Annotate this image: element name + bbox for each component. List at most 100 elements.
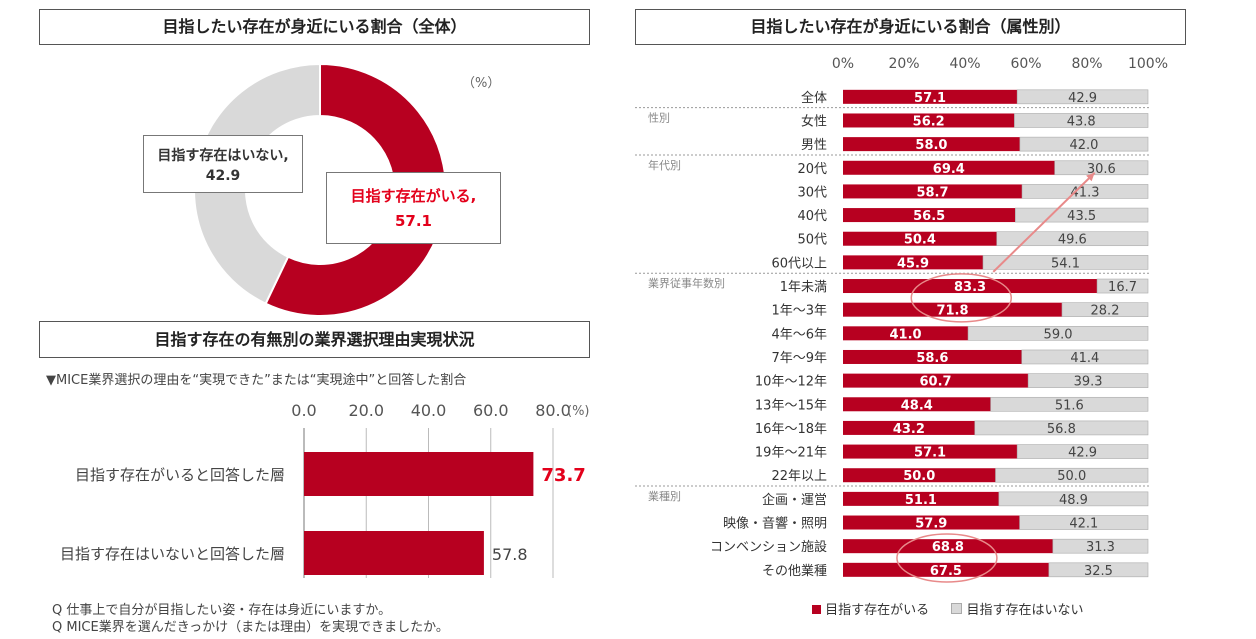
attr-value-yes: 69.4 (933, 162, 965, 177)
attr-bar-no (1021, 349, 1149, 365)
attr-category-label: 男性 (801, 138, 827, 153)
attr-category-label: 40代 (797, 209, 827, 224)
attr-value-yes: 48.4 (901, 398, 933, 413)
attr-value-yes: 41.0 (889, 327, 921, 342)
attr-bar-yes (843, 420, 975, 435)
attr-value-yes: 67.5 (930, 564, 962, 579)
attr-value-yes: 56.2 (913, 114, 945, 129)
attr-bar-no (967, 326, 1149, 341)
attr-value-yes: 83.3 (954, 280, 986, 295)
attr-category-label: コンベンション施設 (710, 539, 827, 555)
attr-bar-no (1016, 89, 1149, 105)
attr-value-no: 48.9 (1059, 493, 1088, 508)
attr-bar-no (1054, 160, 1149, 176)
donut-slice-0 (264, 62, 447, 317)
attr-category-label: 1年未満 (780, 280, 827, 295)
attr-bar-no (982, 255, 1149, 270)
donut-callout-yes-value: 57.1 (394, 212, 432, 230)
attr-highlight-ellipse (910, 273, 1013, 323)
attr-bar-yes (843, 562, 1049, 577)
attr-bar-no (995, 467, 1149, 483)
reason-category-label: 目指す存在がいると回答した層 (75, 466, 285, 484)
reason-tick-label: 20.0 (348, 401, 384, 420)
attr-bar-no (996, 231, 1149, 247)
reason-tick-label: 80.0 (535, 401, 571, 420)
legend-label-yes: 目指す存在がいる (825, 603, 930, 618)
attr-value-no: 42.0 (1069, 138, 1098, 153)
attr-category-label: 50代 (797, 233, 827, 248)
attr-bar-yes (843, 231, 997, 246)
reason-bar (304, 531, 484, 575)
attr-value-yes: 58.6 (916, 351, 948, 366)
attr-value-yes: 58.7 (916, 185, 948, 200)
attr-category-label: その他業種 (762, 563, 827, 579)
donut-callout-no-value: 42.9 (205, 168, 241, 184)
attr-bar-no (1096, 278, 1149, 294)
attr-bar-yes (843, 444, 1018, 459)
attr-value-no: 39.3 (1074, 375, 1103, 390)
attr-category-label: 19年～21年 (755, 446, 827, 461)
attr-value-no: 28.2 (1091, 304, 1120, 319)
attr-value-no: 42.1 (1069, 517, 1098, 532)
attr-arrow-head (1086, 172, 1095, 182)
attr-group-label: 業種別 (648, 489, 681, 503)
donut-title: 目指したい存在が身近にいる割合（全体） (39, 9, 590, 45)
attr-value-yes: 57.1 (914, 91, 946, 106)
attr-category-label: 60代以上 (771, 256, 827, 271)
attr-value-no: 50.0 (1057, 469, 1086, 484)
attr-category-label: 4年～6年 (771, 327, 827, 342)
attr-value-no: 41.4 (1070, 351, 1099, 366)
reason-subtitle: ▼MICE業界選択の理由を“実現できた”または“実現途中”と回答した割合 (46, 373, 467, 388)
attr-bar-yes (843, 137, 1020, 152)
attr-bar-no (1061, 302, 1149, 317)
attr-bar-yes (843, 113, 1015, 128)
attr-value-no: 51.6 (1055, 398, 1084, 413)
attr-bar-yes (843, 160, 1055, 175)
reason-value-label: 57.8 (492, 545, 528, 564)
reason-title: 目指す存在の有無別の業界選択理由実現状況 (39, 321, 590, 358)
attr-category-label: 1年～3年 (771, 304, 827, 319)
reason-bar (304, 452, 534, 496)
attr-value-yes: 50.4 (904, 233, 936, 248)
attr-category-label: 女性 (801, 113, 827, 129)
attr-group-label: 年代別 (648, 158, 681, 172)
attr-bar-no (1027, 373, 1149, 388)
attr-value-no: 42.9 (1068, 91, 1097, 106)
attr-value-no: 43.5 (1067, 209, 1096, 224)
attr-bar-yes (843, 373, 1029, 388)
attr-value-no: 56.8 (1047, 422, 1076, 437)
attr-bar-yes (843, 255, 983, 270)
attr-value-no: 32.5 (1084, 564, 1113, 579)
attr-value-yes: 43.2 (893, 422, 925, 437)
attr-category-label: 30代 (797, 185, 827, 200)
attr-category-label: 10年～12年 (755, 375, 827, 390)
donut-callout-yes-label: 目指す存在がいる, (350, 187, 477, 205)
attr-tick-label: 60% (1010, 56, 1041, 72)
reason-tick-label: 0.0 (291, 401, 316, 420)
attr-value-no: 49.6 (1058, 233, 1087, 248)
attr-category-label: 映像・音響・照明 (723, 516, 827, 532)
attr-tick-label: 20% (888, 56, 919, 72)
donut-callout-no-label: 目指す存在はいない, (157, 148, 289, 164)
attr-bar-no (1021, 184, 1149, 199)
attr-tick-label: 100% (1128, 56, 1168, 72)
legend-swatch-yes (812, 605, 821, 614)
attr-bar-no (1014, 113, 1149, 128)
attr-bar-no (974, 420, 1149, 436)
attr-value-yes: 58.0 (915, 138, 947, 153)
attr-value-no: 42.9 (1068, 446, 1097, 461)
attr-value-yes: 57.1 (914, 446, 946, 461)
attr-group-label: 業界従事年数別 (648, 276, 725, 290)
attr-value-no: 59.0 (1044, 327, 1073, 342)
attr-tick-label: 80% (1071, 56, 1102, 72)
attr-bar-yes (843, 326, 969, 341)
attr-bar-yes (843, 515, 1020, 530)
attr-bar-no (998, 491, 1149, 507)
attr-bar-no (990, 396, 1149, 412)
reason-tick-label: 60.0 (473, 401, 509, 420)
attr-bar-no (1048, 562, 1149, 578)
attr-value-no: 31.3 (1086, 540, 1115, 555)
reason-value-label: 73.7 (541, 465, 585, 486)
note-line-2: Q MICE業界を選んだきっかけ（または理由）を実現できましたか。 (52, 620, 449, 635)
reason-tick-label: 40.0 (411, 401, 447, 420)
